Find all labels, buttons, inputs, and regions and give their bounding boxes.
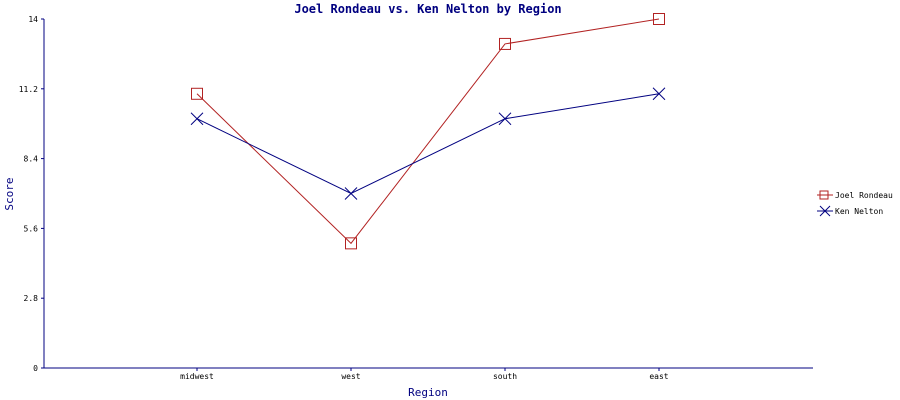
y-tick-label: 14: [28, 15, 38, 24]
data-point-x: [190, 112, 204, 126]
data-point-square: [499, 37, 511, 50]
x-ticks: midwest west south east: [180, 368, 669, 381]
y-axis-label: Score: [3, 177, 16, 210]
x-tick-label: west: [341, 372, 360, 381]
y-ticks: 0 2.8 5.6 8.4 11.2 14: [19, 15, 44, 373]
data-point-x: [344, 187, 358, 200]
series-group: [190, 13, 666, 250]
x-axis-label: Region: [408, 386, 448, 399]
legend-marker-square: [819, 190, 829, 200]
chart-title: Joel Rondeau vs. Ken Nelton by Region: [294, 2, 561, 16]
data-point-square: [191, 87, 203, 100]
series-line-1: [196, 18, 660, 245]
data-point-square: [653, 13, 665, 25]
series-line-2: [196, 93, 660, 195]
legend-label: Joel Rondeau: [835, 191, 893, 200]
y-tick-label: 11.2: [19, 85, 38, 94]
legend: Joel Rondeau Ken Nelton: [817, 190, 893, 217]
x-tick-label: east: [649, 372, 668, 381]
data-point-x: [652, 87, 666, 101]
y-tick-label: 2.8: [24, 294, 39, 303]
x-tick-label: south: [493, 372, 517, 381]
legend-marker-x: [819, 205, 831, 217]
axes: [43, 19, 813, 369]
data-point-x: [498, 112, 512, 126]
y-tick-label: 8.4: [24, 155, 39, 164]
data-point-square: [345, 237, 357, 250]
y-tick-label: 5.6: [24, 224, 39, 233]
y-tick-label: 0: [33, 364, 38, 373]
legend-label: Ken Nelton: [835, 207, 883, 216]
x-tick-label: midwest: [180, 372, 214, 381]
